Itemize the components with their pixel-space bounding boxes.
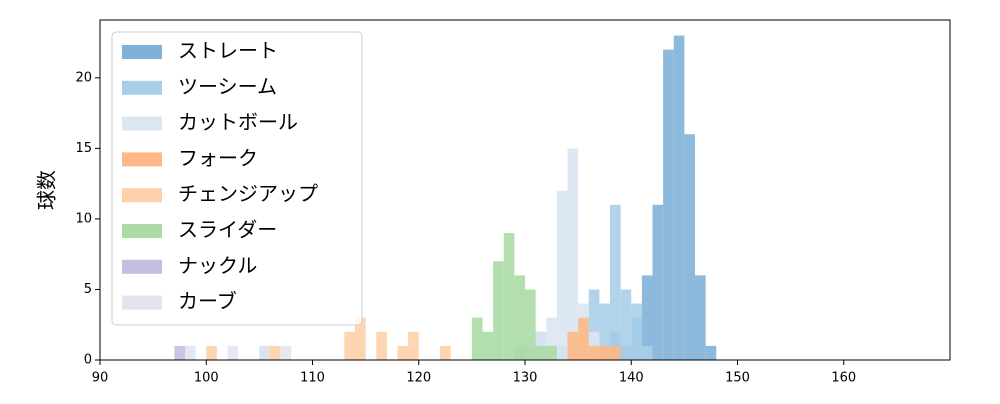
legend-swatch [122, 224, 162, 238]
legend-swatch [122, 259, 162, 274]
bar [227, 345, 239, 360]
bar [641, 345, 653, 360]
legend-swatch [122, 188, 162, 203]
bar [546, 317, 557, 360]
x-tick-label: 140 [619, 371, 644, 386]
x-tick-label: 100 [194, 371, 219, 386]
bar [578, 317, 589, 360]
y-axis-label: 球数 [35, 170, 59, 210]
y-tick-label: 5 [84, 282, 92, 297]
bar [620, 289, 632, 360]
bar [599, 303, 610, 360]
x-tick-label: 110 [300, 371, 325, 386]
bar [280, 345, 292, 360]
bar [525, 289, 536, 360]
y-tick-label: 0 [84, 353, 92, 368]
x-tick-label: 120 [406, 371, 431, 386]
bar [344, 331, 355, 360]
bar [503, 233, 515, 360]
bar [355, 317, 366, 360]
legend-label: フォーク [178, 146, 258, 170]
bar [376, 331, 387, 360]
bar [259, 345, 270, 360]
legend-label: ツーシーム [178, 74, 277, 98]
bar [705, 345, 717, 360]
bar [567, 148, 579, 360]
bar [588, 289, 600, 360]
bar [641, 275, 653, 360]
bar [599, 345, 610, 360]
bar [652, 204, 664, 360]
bar [631, 303, 642, 360]
bar [610, 345, 621, 360]
bar [482, 331, 494, 360]
legend-frame [111, 31, 363, 326]
bar [270, 345, 281, 360]
bar [174, 345, 185, 360]
bar [514, 275, 525, 360]
y-tick-label: 15 [75, 141, 92, 156]
bar [408, 331, 419, 360]
bar [610, 204, 621, 360]
bar [471, 317, 483, 360]
bar [684, 134, 695, 360]
bar [673, 35, 685, 360]
x-tick-label: 130 [513, 371, 538, 386]
legend-swatch [122, 295, 162, 310]
bar [185, 345, 196, 360]
bar [535, 345, 547, 360]
legend-label: カットボール [178, 110, 298, 134]
y-tick-label: 20 [75, 70, 92, 85]
legend-label: カーブ [178, 289, 237, 313]
y-tick-label: 10 [75, 211, 92, 226]
legend-swatch [122, 80, 162, 95]
x-tick-label: 90 [92, 371, 109, 386]
bar [663, 49, 674, 360]
bar [546, 345, 557, 360]
legend-swatch [122, 116, 162, 131]
bar [206, 345, 217, 360]
x-tick-label: 160 [831, 371, 856, 386]
bar [567, 331, 579, 360]
legend-label: ナックル [178, 253, 257, 277]
bar [695, 275, 706, 360]
legend-swatch [122, 152, 162, 167]
bar [493, 261, 504, 360]
legend-label: ストレート [178, 39, 278, 63]
bar [588, 345, 600, 360]
bar [440, 345, 451, 360]
bar [556, 190, 568, 360]
bar [397, 345, 409, 360]
x-tick-label: 150 [725, 371, 750, 386]
legend-swatch [122, 45, 162, 59]
legend-label: スライダー [178, 218, 277, 242]
legend-label: チェンジアップ [178, 182, 318, 206]
